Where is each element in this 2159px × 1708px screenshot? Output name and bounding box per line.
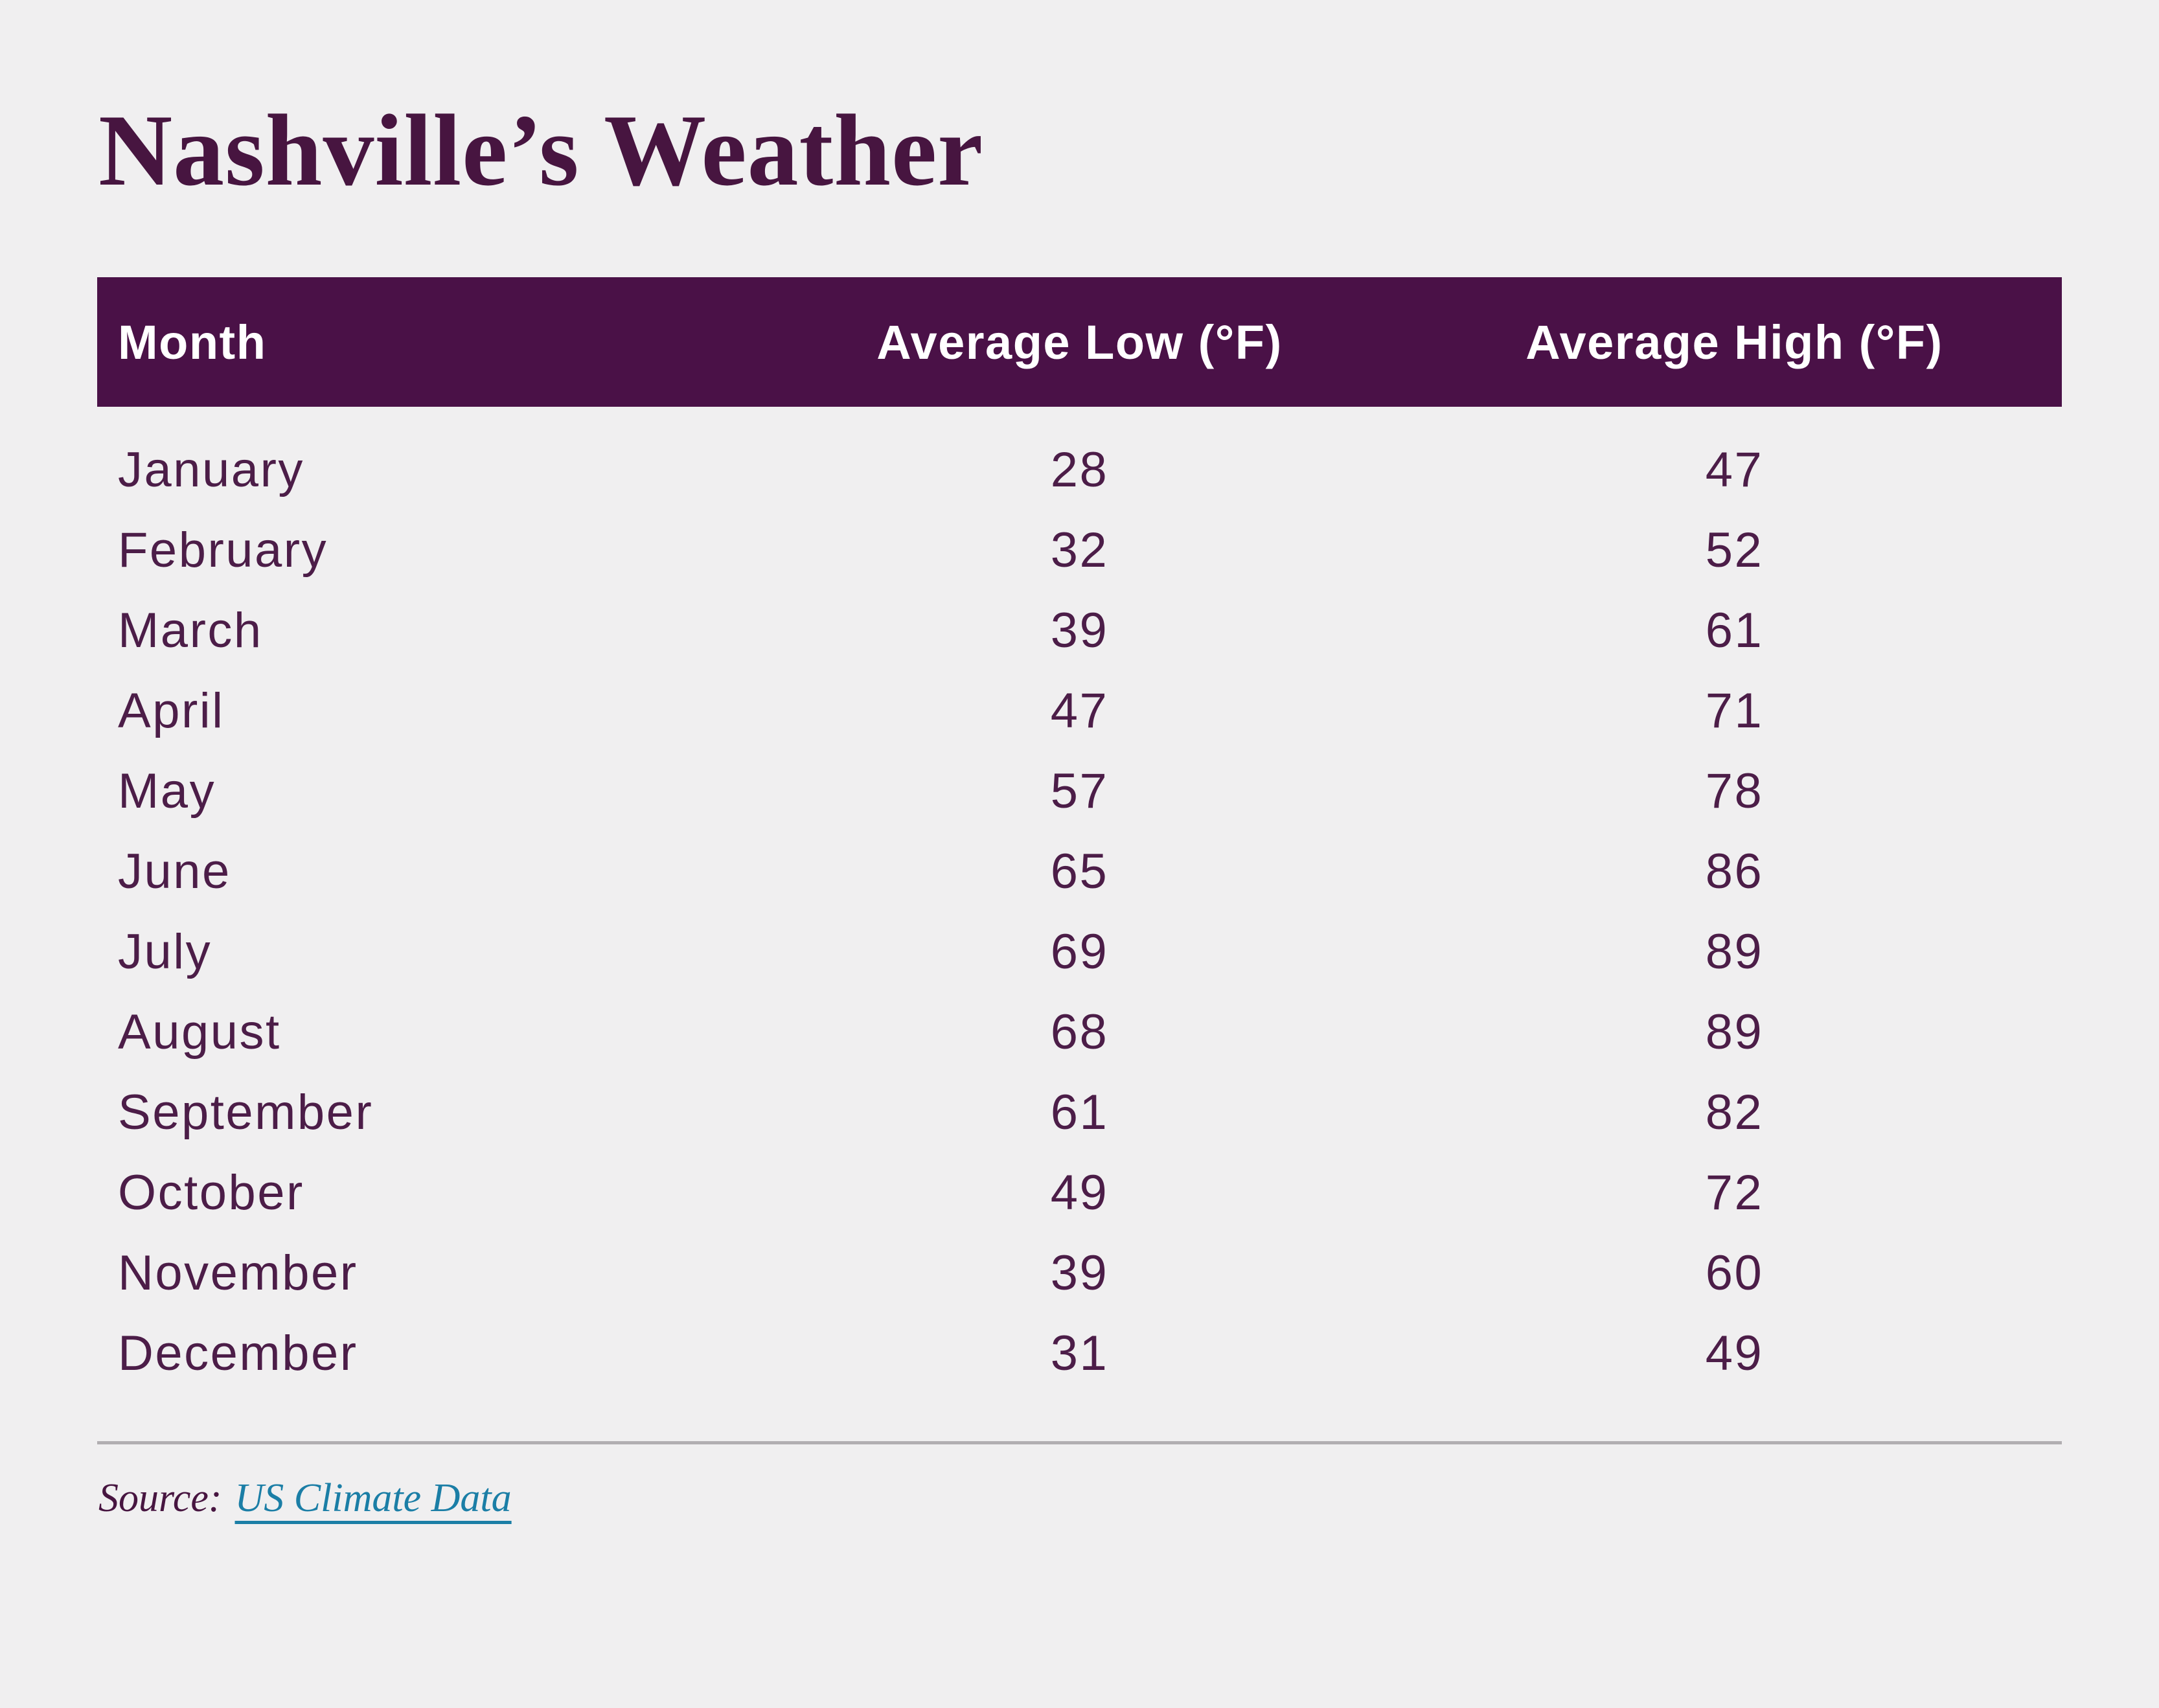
low-cell: 47 [1050, 683, 1109, 738]
month-cell: April [118, 683, 225, 738]
low-cell: 68 [1050, 1004, 1109, 1060]
table-row: February 32 52 [97, 510, 2062, 590]
high-cell: 61 [1705, 602, 1764, 658]
table-row: January 28 47 [97, 407, 2062, 510]
high-cell: 78 [1705, 763, 1764, 819]
high-cell: 72 [1705, 1165, 1764, 1220]
low-cell: 69 [1050, 924, 1109, 979]
month-cell: May [118, 763, 216, 819]
table-body: January 28 47 February 32 52 March 39 61… [97, 407, 2062, 1393]
month-cell: January [118, 442, 304, 497]
high-cell: 71 [1705, 683, 1764, 738]
month-cell: July [118, 924, 212, 979]
column-header-month: Month [118, 315, 267, 369]
divider [97, 1441, 2062, 1444]
page-title: Nashville’s Weather [98, 94, 984, 207]
table-row: December 31 49 [97, 1313, 2062, 1393]
low-cell: 65 [1050, 843, 1109, 899]
table-row: October 49 72 [97, 1152, 2062, 1233]
table-row: June 65 86 [97, 831, 2062, 911]
table-header: Month Average Low (°F) Average High (°F) [97, 277, 2062, 407]
source-link[interactable]: US Climate Data [234, 1476, 512, 1520]
month-cell: October [118, 1165, 304, 1220]
high-cell: 60 [1705, 1245, 1764, 1301]
low-cell: 39 [1050, 1245, 1109, 1301]
high-cell: 89 [1705, 924, 1764, 979]
low-cell: 32 [1050, 522, 1109, 578]
table-row: September 61 82 [97, 1072, 2062, 1152]
column-header-average-low: Average Low (°F) [876, 315, 1283, 369]
month-cell: December [118, 1325, 358, 1381]
table-row: April 47 71 [97, 670, 2062, 751]
table-header-row: Month Average Low (°F) Average High (°F) [97, 277, 2062, 407]
high-cell: 49 [1705, 1325, 1764, 1381]
low-cell: 61 [1050, 1084, 1109, 1140]
low-cell: 28 [1050, 442, 1109, 497]
low-cell: 39 [1050, 602, 1109, 658]
low-cell: 31 [1050, 1325, 1109, 1381]
table-row: May 57 78 [97, 751, 2062, 831]
column-header-average-high: Average High (°F) [1525, 315, 1943, 369]
high-cell: 86 [1705, 843, 1764, 899]
month-cell: September [118, 1084, 374, 1140]
high-cell: 47 [1705, 442, 1764, 497]
table-row: November 39 60 [97, 1233, 2062, 1313]
low-cell: 49 [1050, 1165, 1109, 1220]
high-cell: 82 [1705, 1084, 1764, 1140]
table-row: March 39 61 [97, 590, 2062, 670]
month-cell: November [118, 1245, 358, 1301]
high-cell: 52 [1705, 522, 1764, 578]
month-cell: June [118, 843, 231, 899]
weather-table: Month Average Low (°F) Average High (°F)… [97, 277, 2062, 1393]
table-row: July 69 89 [97, 911, 2062, 992]
month-cell: March [118, 602, 263, 658]
source-label: Source: [98, 1476, 222, 1520]
month-cell: August [118, 1004, 281, 1060]
low-cell: 57 [1050, 763, 1109, 819]
month-cell: February [118, 522, 328, 578]
high-cell: 89 [1705, 1004, 1764, 1060]
page: Nashville’s Weather Month Average Low (°… [0, 100, 2159, 1708]
source-line: Source: US Climate Data [98, 1475, 2062, 1521]
table-row: August 68 89 [97, 992, 2062, 1072]
